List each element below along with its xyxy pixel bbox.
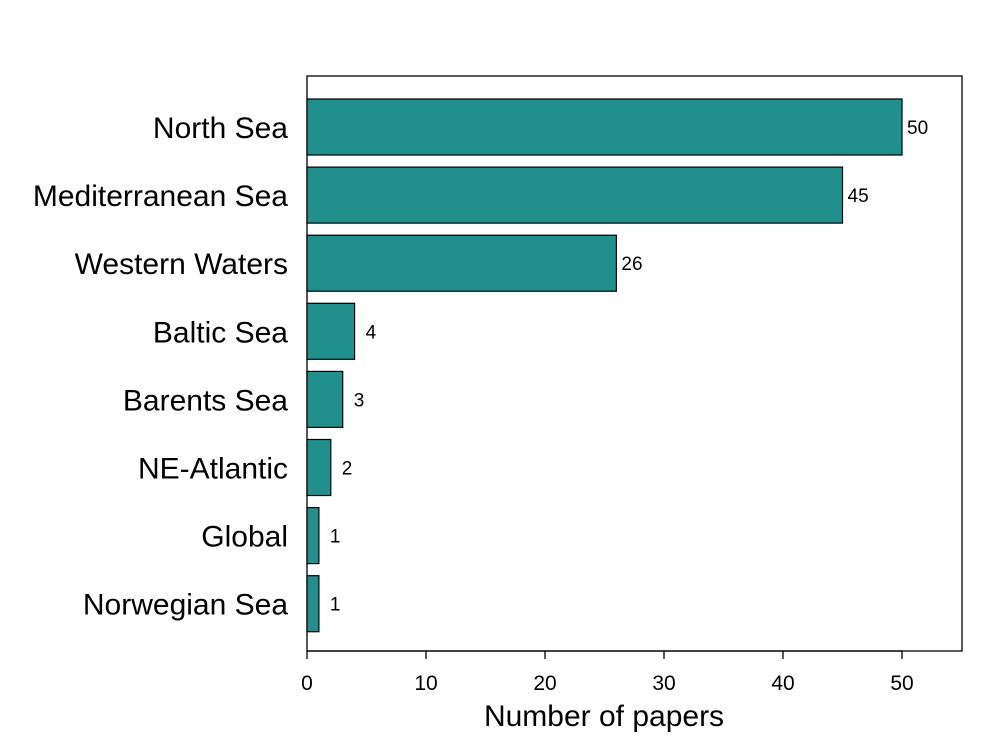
plot-frame-group	[306, 75, 963, 652]
bar-north-sea	[306, 98, 903, 156]
category-label: Norwegian Sea	[83, 589, 288, 622]
category-label: Barents Sea	[123, 384, 288, 417]
bar-norwegian-sea	[306, 575, 320, 633]
category-label: Mediterranean Sea	[33, 180, 288, 213]
bar-western-waters	[306, 234, 617, 292]
value-label: 50	[907, 118, 928, 139]
category-label: Global	[201, 521, 288, 554]
category-label: Western Waters	[75, 248, 288, 281]
x-tick-label: 40	[771, 672, 794, 695]
bar-mediterranean-sea	[306, 166, 844, 224]
x-tick-label: 30	[652, 672, 675, 695]
x-tick-label: 0	[301, 672, 313, 695]
value-label: 1	[330, 595, 341, 616]
x-tick-label: 50	[890, 672, 913, 695]
x-tick-label: 20	[533, 672, 556, 695]
plot-frame	[306, 75, 963, 652]
value-labels-group: 50 45 26 4 3 2 1 1	[330, 118, 928, 616]
value-label: 26	[621, 254, 642, 275]
category-labels-group: North Sea Mediterranean Sea Western Waters…	[33, 112, 288, 622]
bar-baltic-sea	[306, 302, 356, 360]
bar-barents-sea	[306, 370, 344, 428]
category-label: North Sea	[153, 112, 288, 145]
value-label: 1	[330, 527, 341, 548]
x-axis: 0 10 20 30 40 50	[301, 650, 914, 695]
x-tick-label: 10	[414, 672, 437, 695]
x-axis-title: Number of papers	[484, 700, 724, 733]
bar-ne-atlantic	[306, 438, 332, 497]
category-label: Baltic Sea	[153, 316, 288, 349]
value-label: 4	[366, 322, 377, 343]
value-label: 3	[354, 390, 365, 411]
value-label: 45	[848, 186, 869, 207]
bar-global	[306, 507, 320, 565]
category-label: NE-Atlantic	[138, 453, 288, 486]
bars-group	[306, 98, 903, 633]
value-label: 2	[342, 459, 353, 480]
